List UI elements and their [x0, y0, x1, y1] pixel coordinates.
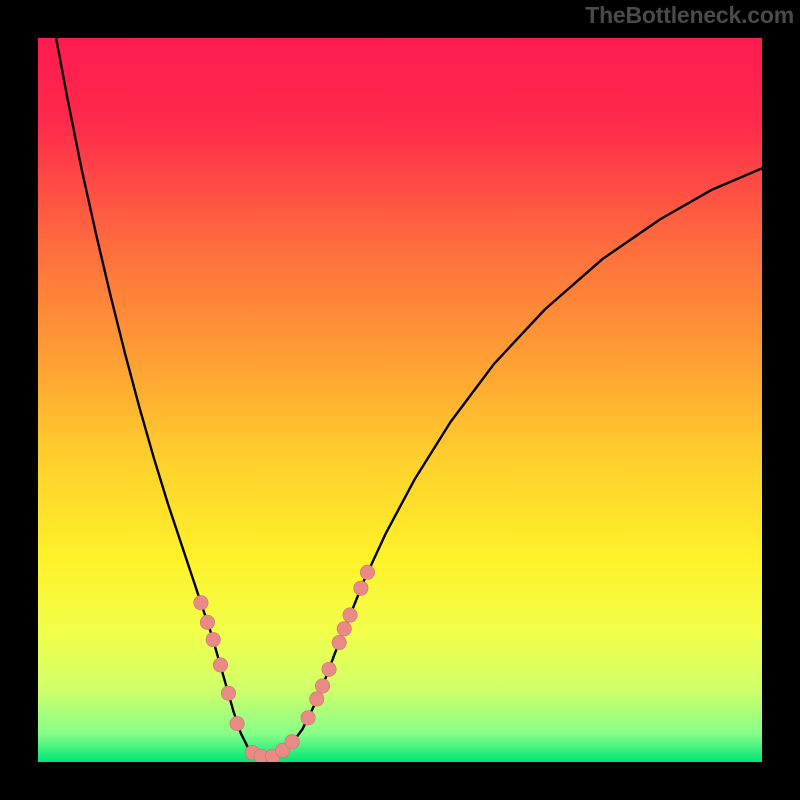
watermark-text: TheBottleneck.com	[585, 2, 794, 29]
data-marker	[200, 615, 214, 629]
data-marker	[310, 692, 324, 706]
data-marker	[194, 596, 208, 610]
chart-svg	[38, 38, 762, 762]
data-marker	[360, 565, 374, 579]
data-marker	[213, 658, 227, 672]
chart-frame: TheBottleneck.com	[0, 0, 800, 800]
data-marker	[206, 632, 220, 646]
data-marker	[315, 679, 329, 693]
data-marker	[301, 711, 315, 725]
plot-area	[38, 38, 762, 762]
data-marker	[230, 716, 244, 730]
data-marker	[337, 622, 351, 636]
data-marker	[354, 581, 368, 595]
data-marker	[221, 686, 235, 700]
data-marker	[285, 735, 299, 749]
gradient-background	[38, 38, 762, 762]
data-marker	[322, 662, 336, 676]
data-marker	[332, 635, 346, 649]
data-marker	[343, 608, 357, 622]
